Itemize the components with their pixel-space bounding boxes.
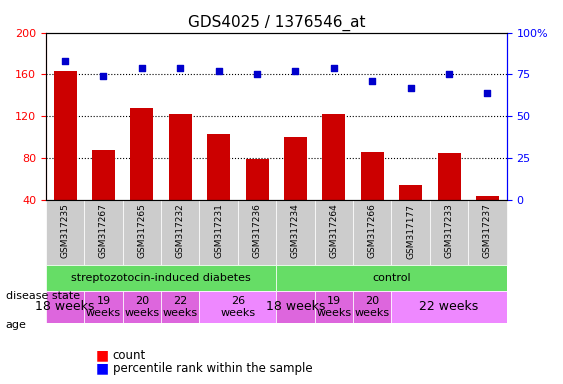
- Text: count: count: [113, 349, 146, 362]
- Text: GSM317233: GSM317233: [445, 204, 454, 258]
- FancyBboxPatch shape: [199, 200, 238, 265]
- Text: 19
weeks: 19 weeks: [316, 296, 351, 318]
- FancyBboxPatch shape: [161, 200, 199, 265]
- Bar: [361, 152, 384, 242]
- Point: [329, 65, 338, 71]
- Bar: [399, 185, 422, 242]
- Point: [291, 68, 300, 74]
- Point: [176, 65, 185, 71]
- Bar: [130, 108, 153, 242]
- Text: 18 weeks: 18 weeks: [35, 300, 95, 313]
- Text: GSM317234: GSM317234: [291, 204, 300, 258]
- Point: [445, 71, 454, 78]
- Text: GSM317264: GSM317264: [329, 204, 338, 258]
- Bar: [46, 291, 84, 323]
- Text: GSM317265: GSM317265: [137, 204, 146, 258]
- Bar: [276, 265, 507, 291]
- Text: age: age: [6, 320, 26, 330]
- Point: [368, 78, 377, 84]
- Point: [214, 68, 223, 74]
- Text: GSM317177: GSM317177: [406, 204, 415, 258]
- Text: control: control: [372, 273, 411, 283]
- Bar: [391, 291, 507, 323]
- Bar: [284, 137, 307, 242]
- Bar: [207, 134, 230, 242]
- Title: GDS4025 / 1376546_at: GDS4025 / 1376546_at: [187, 15, 365, 31]
- FancyBboxPatch shape: [315, 200, 353, 265]
- Point: [61, 58, 70, 64]
- Point: [137, 65, 146, 71]
- Bar: [245, 159, 269, 242]
- Text: disease state: disease state: [6, 291, 80, 301]
- FancyBboxPatch shape: [46, 200, 84, 265]
- Bar: [169, 114, 192, 242]
- Bar: [84, 291, 123, 323]
- Bar: [476, 196, 499, 242]
- Bar: [46, 265, 276, 291]
- Text: 22
weeks: 22 weeks: [163, 296, 198, 318]
- Bar: [315, 291, 353, 323]
- Point: [99, 73, 108, 79]
- Text: percentile rank within the sample: percentile rank within the sample: [113, 362, 312, 375]
- Text: GSM317235: GSM317235: [61, 204, 70, 258]
- Text: streptozotocin-induced diabetes: streptozotocin-induced diabetes: [71, 273, 251, 283]
- Text: 26
weeks: 26 weeks: [220, 296, 256, 318]
- FancyBboxPatch shape: [123, 200, 161, 265]
- Bar: [92, 150, 115, 242]
- FancyBboxPatch shape: [353, 200, 391, 265]
- FancyBboxPatch shape: [84, 200, 123, 265]
- FancyBboxPatch shape: [391, 200, 430, 265]
- Bar: [276, 291, 315, 323]
- Text: ■: ■: [96, 362, 109, 376]
- Text: GSM317232: GSM317232: [176, 204, 185, 258]
- FancyBboxPatch shape: [430, 200, 468, 265]
- Text: 18 weeks: 18 weeks: [266, 300, 325, 313]
- Text: 20
weeks: 20 weeks: [124, 296, 159, 318]
- Text: GSM317231: GSM317231: [214, 204, 223, 258]
- Text: 20
weeks: 20 weeks: [355, 296, 390, 318]
- Text: 19
weeks: 19 weeks: [86, 296, 121, 318]
- Point: [406, 85, 415, 91]
- Bar: [161, 291, 199, 323]
- FancyBboxPatch shape: [238, 200, 276, 265]
- Text: GSM317236: GSM317236: [253, 204, 262, 258]
- Bar: [323, 114, 345, 242]
- Point: [253, 71, 262, 78]
- Text: GSM317266: GSM317266: [368, 204, 377, 258]
- Bar: [437, 153, 461, 242]
- Point: [483, 90, 492, 96]
- FancyBboxPatch shape: [468, 200, 507, 265]
- FancyBboxPatch shape: [276, 200, 315, 265]
- Bar: [199, 291, 276, 323]
- Text: GSM317237: GSM317237: [483, 204, 492, 258]
- Text: GSM317267: GSM317267: [99, 204, 108, 258]
- Text: ■: ■: [96, 348, 109, 362]
- Bar: [353, 291, 391, 323]
- Bar: [123, 291, 161, 323]
- Bar: [53, 71, 77, 242]
- Text: 22 weeks: 22 weeks: [419, 300, 479, 313]
